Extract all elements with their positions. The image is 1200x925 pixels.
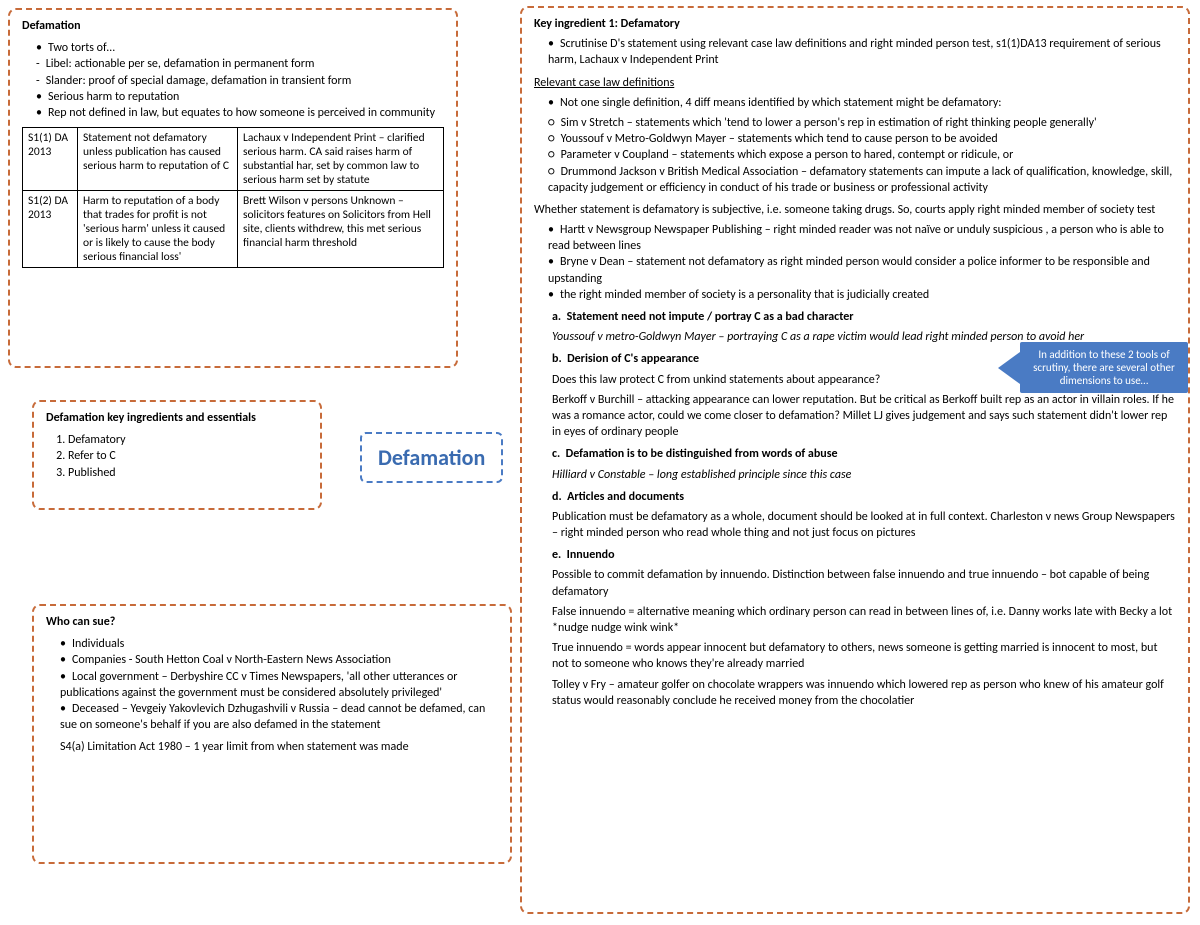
who-item-3: Deceased – Yevgeiy Yakovlevich Dzhugashv… [60, 701, 498, 733]
intro-bullet: Two torts of… [36, 40, 444, 56]
ingredient-3: Published [68, 465, 308, 481]
case-0: Sim v Stretch – statements which 'tend t… [548, 115, 1176, 131]
center-title: Defamation [378, 444, 485, 471]
subjective-text: Whether statement is defamatory is subje… [534, 202, 1176, 218]
defs-intro: Not one single definition, 4 diff means … [548, 95, 1176, 111]
ki1-intro: Scrutinise D's statement using relevant … [548, 36, 1176, 68]
key-ingredients-heading: Defamation key ingredients and essential… [46, 410, 308, 426]
callout-text: In addition to these 2 tools of scrutiny… [1033, 348, 1175, 387]
ingredient-1: Defamatory [68, 432, 308, 448]
intro-bullet2-1: Rep not defined in law, but equates to h… [36, 105, 444, 121]
intro-dash-1: Slander: proof of special damage, defama… [36, 73, 444, 89]
cell-s11: S1(1) DA 2013 [23, 128, 78, 191]
arrow-callout: In addition to these 2 tools of scrutiny… [1020, 342, 1188, 393]
case-2: Parameter v Coupland – statements which … [548, 147, 1176, 163]
who-can-sue-box: Who can sue? Individuals Companies - Sou… [32, 604, 512, 864]
dim-c-head: Defamation is to be distinguished from w… [566, 447, 838, 461]
case-3: Drummond Jackson v British Medical Assoc… [548, 164, 1176, 196]
ingredient-2: Refer to C [68, 448, 308, 464]
who-item-1: Companies - South Hetton Coal v North-Ea… [60, 652, 498, 668]
who-footer: S4(a) Limitation Act 1980 – 1 year limit… [46, 739, 498, 755]
test-1: Bryne v Dean – statement not defamatory … [548, 254, 1176, 286]
intro-dash-0: Libel: actionable per se, defamation in … [36, 56, 444, 72]
who-item-2: Local government – Derbyshire CC v Times… [60, 669, 498, 701]
dim-d-body: Publication must be defamatory as a whol… [552, 509, 1176, 541]
intro-bullet2-0: Serious harm to reputation [36, 89, 444, 105]
center-title-box: Defamation [360, 432, 503, 483]
who-item-0: Individuals [60, 636, 498, 652]
defamation-intro-box: Defamation Two torts of… Libel: actionab… [8, 8, 458, 368]
defamation-heading: Defamation [22, 18, 444, 34]
statute-table: S1(1) DA 2013 Statement not defamatory u… [22, 127, 444, 268]
dim-e-body2: False innuendo = alternative meaning whi… [552, 604, 1176, 636]
test-2: the right minded member of society is a … [548, 287, 1176, 303]
test-0: Hartt v Newsgroup Newspaper Publishing –… [548, 222, 1176, 254]
ki1-heading: Key ingredient 1: Defamatory [534, 16, 1176, 32]
cell-s12-case: Brett Wilson v persons Unknown – solicit… [238, 191, 444, 268]
dim-e-body3: True innuendo = words appear innocent bu… [552, 640, 1176, 672]
dim-b-body2: Berkoff v Burchill – attacking appearanc… [552, 392, 1176, 441]
cell-s11-desc: Statement not defamatory unless publicat… [78, 128, 238, 191]
dim-e-body1: Possible to commit defamation by innuend… [552, 567, 1176, 599]
cell-s12: S1(2) DA 2013 [23, 191, 78, 268]
who-heading: Who can sue? [46, 614, 498, 630]
table-row: S1(2) DA 2013 Harm to reputation of a bo… [23, 191, 444, 268]
arrow-left-icon [998, 352, 1020, 384]
case-1: Youssouf v Metro-Goldwyn Mayer – stateme… [548, 131, 1176, 147]
table-row: S1(1) DA 2013 Statement not defamatory u… [23, 128, 444, 191]
dim-a-head: Statement need not impute / portray C as… [567, 310, 854, 324]
dim-e-head: Innuendo [567, 548, 615, 562]
cell-s12-desc: Harm to reputation of a body that trades… [78, 191, 238, 268]
dim-b-head: Derision of C's appearance [567, 352, 699, 366]
cell-s11-case: Lachaux v Independent Print – clarified … [238, 128, 444, 191]
defs-heading: Relevant case law definitions [534, 75, 1176, 91]
dim-c-body: Hilliard v Constable – long established … [552, 467, 1176, 483]
key-ingredients-box: Defamation key ingredients and essential… [32, 400, 322, 510]
dim-e-body4: Tolley v Fry – amateur golfer on chocola… [552, 677, 1176, 709]
key-ingredient-1-box: Key ingredient 1: Defamatory Scrutinise … [520, 6, 1190, 914]
dim-d-head: Articles and documents [567, 490, 684, 504]
